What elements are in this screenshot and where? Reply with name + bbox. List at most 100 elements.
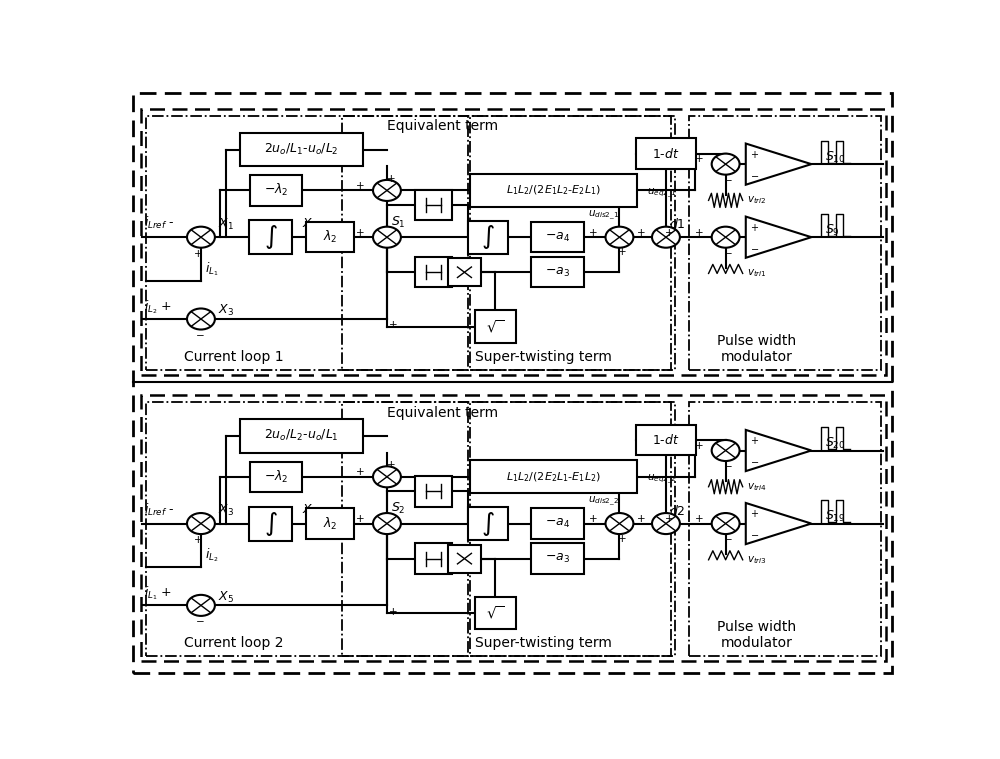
Text: $-$: $-$ — [195, 329, 204, 339]
Bar — [415, 190, 452, 220]
Text: $\sqrt{\,}$: $\sqrt{\,}$ — [486, 318, 504, 335]
Bar — [689, 402, 881, 657]
Bar — [468, 507, 508, 540]
Text: $-a_4$: $-a_4$ — [545, 517, 570, 530]
Text: +: + — [750, 150, 758, 159]
Text: $u_{eq2\_2}$: $u_{eq2\_2}$ — [647, 473, 676, 487]
Text: Equivalent term: Equivalent term — [387, 119, 498, 133]
Text: $i_{L_2}$ +: $i_{L_2}$ + — [144, 298, 172, 316]
Text: $-$: $-$ — [750, 529, 759, 539]
Bar — [531, 543, 584, 574]
Text: +: + — [356, 228, 364, 238]
Text: Current loop 2: Current loop 2 — [184, 636, 283, 650]
Bar — [342, 402, 671, 657]
Text: +: + — [750, 509, 758, 519]
Text: $i_{L_1}$ +: $i_{L_1}$ + — [144, 584, 172, 602]
Text: $-$: $-$ — [723, 174, 733, 184]
Text: +: + — [695, 228, 704, 238]
Text: $\int$: $\int$ — [264, 223, 278, 251]
Bar — [531, 257, 584, 288]
Bar — [470, 402, 675, 657]
Text: $1$-$dt$: $1$-$dt$ — [652, 433, 680, 447]
Circle shape — [187, 227, 215, 247]
Bar — [475, 597, 516, 629]
Bar — [306, 509, 354, 539]
Bar — [342, 115, 671, 370]
Text: $u_{dis2\_1}$: $u_{dis2\_1}$ — [588, 209, 620, 222]
Text: $S_9$: $S_9$ — [825, 222, 840, 238]
Text: +: + — [637, 514, 645, 524]
Circle shape — [373, 180, 401, 201]
Text: $v_{tri1}$: $v_{tri1}$ — [747, 267, 767, 279]
Text: $\lambda_2$: $\lambda_2$ — [323, 229, 338, 245]
Text: +: + — [387, 460, 395, 470]
Text: $S_{10}$: $S_{10}$ — [825, 150, 845, 165]
Circle shape — [606, 227, 633, 247]
Text: $S_{19}$: $S_{19}$ — [825, 509, 845, 524]
Text: $1$-$dt$: $1$-$dt$ — [652, 146, 680, 161]
Text: $-$: $-$ — [723, 533, 733, 543]
Text: $u_{dis2\_2}$: $u_{dis2\_2}$ — [588, 495, 619, 509]
Bar — [448, 545, 481, 572]
Bar — [240, 419, 363, 453]
Text: Pulse width
modulator: Pulse width modulator — [717, 334, 796, 364]
Text: $d2$: $d2$ — [669, 504, 686, 518]
Text: +: + — [750, 436, 758, 446]
Text: +: + — [387, 174, 395, 184]
Text: +: + — [389, 606, 398, 616]
Text: $-$: $-$ — [195, 615, 204, 625]
Text: +: + — [389, 320, 398, 330]
Text: $\int$: $\int$ — [481, 223, 495, 251]
Polygon shape — [746, 216, 811, 258]
Text: $\int$: $\int$ — [481, 509, 495, 537]
Circle shape — [652, 227, 680, 247]
Text: $S_2$: $S_2$ — [391, 501, 405, 516]
Text: $d1$: $d1$ — [669, 217, 686, 231]
Text: $-\lambda_2$: $-\lambda_2$ — [264, 182, 288, 199]
Text: $L_1L_2/(2E_2L_1$-$E_1L_2)$: $L_1L_2/(2E_2L_1$-$E_1L_2)$ — [506, 470, 601, 483]
Text: Pulse width
modulator: Pulse width modulator — [717, 620, 796, 650]
Bar — [415, 476, 452, 506]
Bar — [470, 461, 637, 493]
Text: $i_{Lref}$ -: $i_{Lref}$ - — [144, 502, 175, 518]
Text: $u_{eq2\_1}$: $u_{eq2\_1}$ — [647, 187, 676, 200]
Polygon shape — [746, 430, 811, 471]
Bar — [415, 543, 452, 574]
Polygon shape — [746, 503, 811, 544]
Circle shape — [187, 308, 215, 329]
Text: Current loop 1: Current loop 1 — [184, 350, 283, 364]
Bar — [470, 115, 675, 370]
Bar — [146, 402, 468, 657]
Bar — [140, 395, 886, 661]
Circle shape — [712, 227, 740, 247]
Bar — [250, 175, 302, 206]
Text: $2u_o/L_1$-$u_o/L_2$: $2u_o/L_1$-$u_o/L_2$ — [264, 142, 339, 157]
Text: +: + — [617, 534, 626, 543]
Text: $S_{20}$: $S_{20}$ — [825, 436, 845, 451]
Text: $-\lambda_2$: $-\lambda_2$ — [264, 469, 288, 485]
Bar — [636, 425, 696, 455]
Text: +: + — [356, 514, 364, 524]
Text: +: + — [665, 514, 673, 524]
Bar — [249, 220, 292, 254]
Bar — [415, 257, 452, 288]
Text: $\lambda_2$: $\lambda_2$ — [323, 515, 338, 531]
Text: +: + — [194, 535, 203, 545]
Bar — [468, 221, 508, 254]
Circle shape — [712, 153, 740, 175]
Text: $-$: $-$ — [750, 169, 759, 180]
Bar — [475, 310, 516, 343]
Text: $\sqrt{\,}$: $\sqrt{\,}$ — [486, 604, 504, 622]
Bar — [636, 138, 696, 168]
Text: $-$: $-$ — [750, 243, 759, 253]
Bar — [448, 258, 481, 286]
Text: $X_3$: $X_3$ — [218, 304, 234, 318]
Text: +: + — [665, 228, 673, 238]
Text: $-a_3$: $-a_3$ — [545, 552, 570, 565]
Text: +: + — [589, 514, 597, 524]
Circle shape — [373, 513, 401, 534]
Circle shape — [373, 466, 401, 487]
Bar — [146, 115, 468, 370]
Bar — [140, 109, 886, 374]
Circle shape — [187, 595, 215, 616]
